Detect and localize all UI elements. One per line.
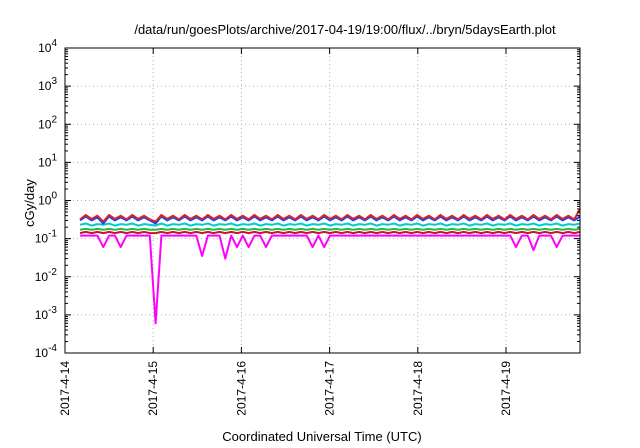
x-tick-label: 2017-4-15 — [146, 361, 160, 416]
y-tick-label: 101 — [38, 152, 57, 169]
y-axis-label: cGy/day — [22, 179, 37, 227]
x-tick-label: 2017-4-19 — [499, 361, 513, 416]
y-tick-label: 10-1 — [35, 229, 58, 246]
series-layer — [79, 208, 581, 325]
chart-title: /data/run/goesPlots/archive/2017-04-19/1… — [134, 22, 556, 37]
x-tick-label: 2017-4-17 — [323, 361, 337, 416]
series-line — [79, 215, 581, 225]
plot-frame — [64, 47, 581, 354]
y-tick-label: 102 — [38, 114, 57, 131]
series-line — [79, 208, 581, 223]
grid — [65, 48, 580, 353]
series-line — [80, 234, 580, 325]
series-line — [79, 230, 581, 235]
x-tick-label: 2017-4-16 — [234, 361, 248, 416]
x-axis-label: Coordinated Universal Time (UTC) — [222, 429, 421, 444]
series-line — [79, 227, 581, 231]
y-tick-label: 103 — [38, 76, 57, 93]
y-tick-label: 10-3 — [35, 305, 58, 322]
x-tick-label: 2017-4-18 — [411, 361, 425, 416]
axis-ticks: 10-4 10-3 10-2 10-1 100 101 102 103 104 2017-4-14… — [35, 38, 580, 416]
y-tick-label: 104 — [38, 38, 57, 55]
y-tick-label: 10-2 — [35, 267, 58, 284]
y-tick-label: 10-4 — [35, 343, 58, 360]
series-line — [79, 222, 581, 227]
x-tick-label: 2017-4-14 — [58, 361, 72, 416]
y-tick-label: 100 — [38, 191, 57, 208]
